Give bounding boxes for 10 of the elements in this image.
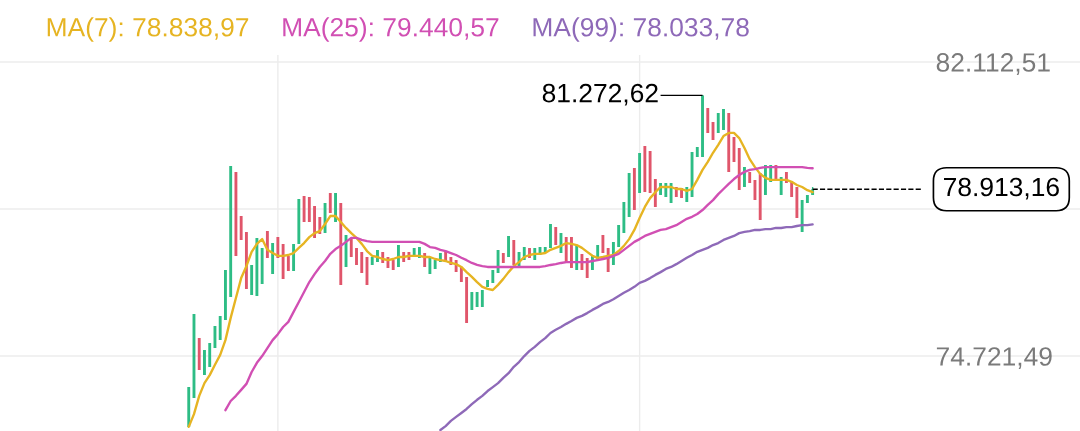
text: MA(99): 78.033,78 <box>533 17 749 42</box>
text: MA(7): 78.838,97 <box>47 17 249 42</box>
ref-line-label: 78.913,16 <box>944 177 1059 200</box>
line-series <box>187 131 814 429</box>
y-tick-label: 74.721,49 <box>936 347 1052 369</box>
annotation: 81.272,62 <box>542 83 658 106</box>
line-series <box>224 165 814 412</box>
line-series <box>439 223 814 431</box>
text: MA(25): 79.440,57 <box>283 17 499 42</box>
y-tick-label: 82.112,51 <box>936 53 1050 75</box>
